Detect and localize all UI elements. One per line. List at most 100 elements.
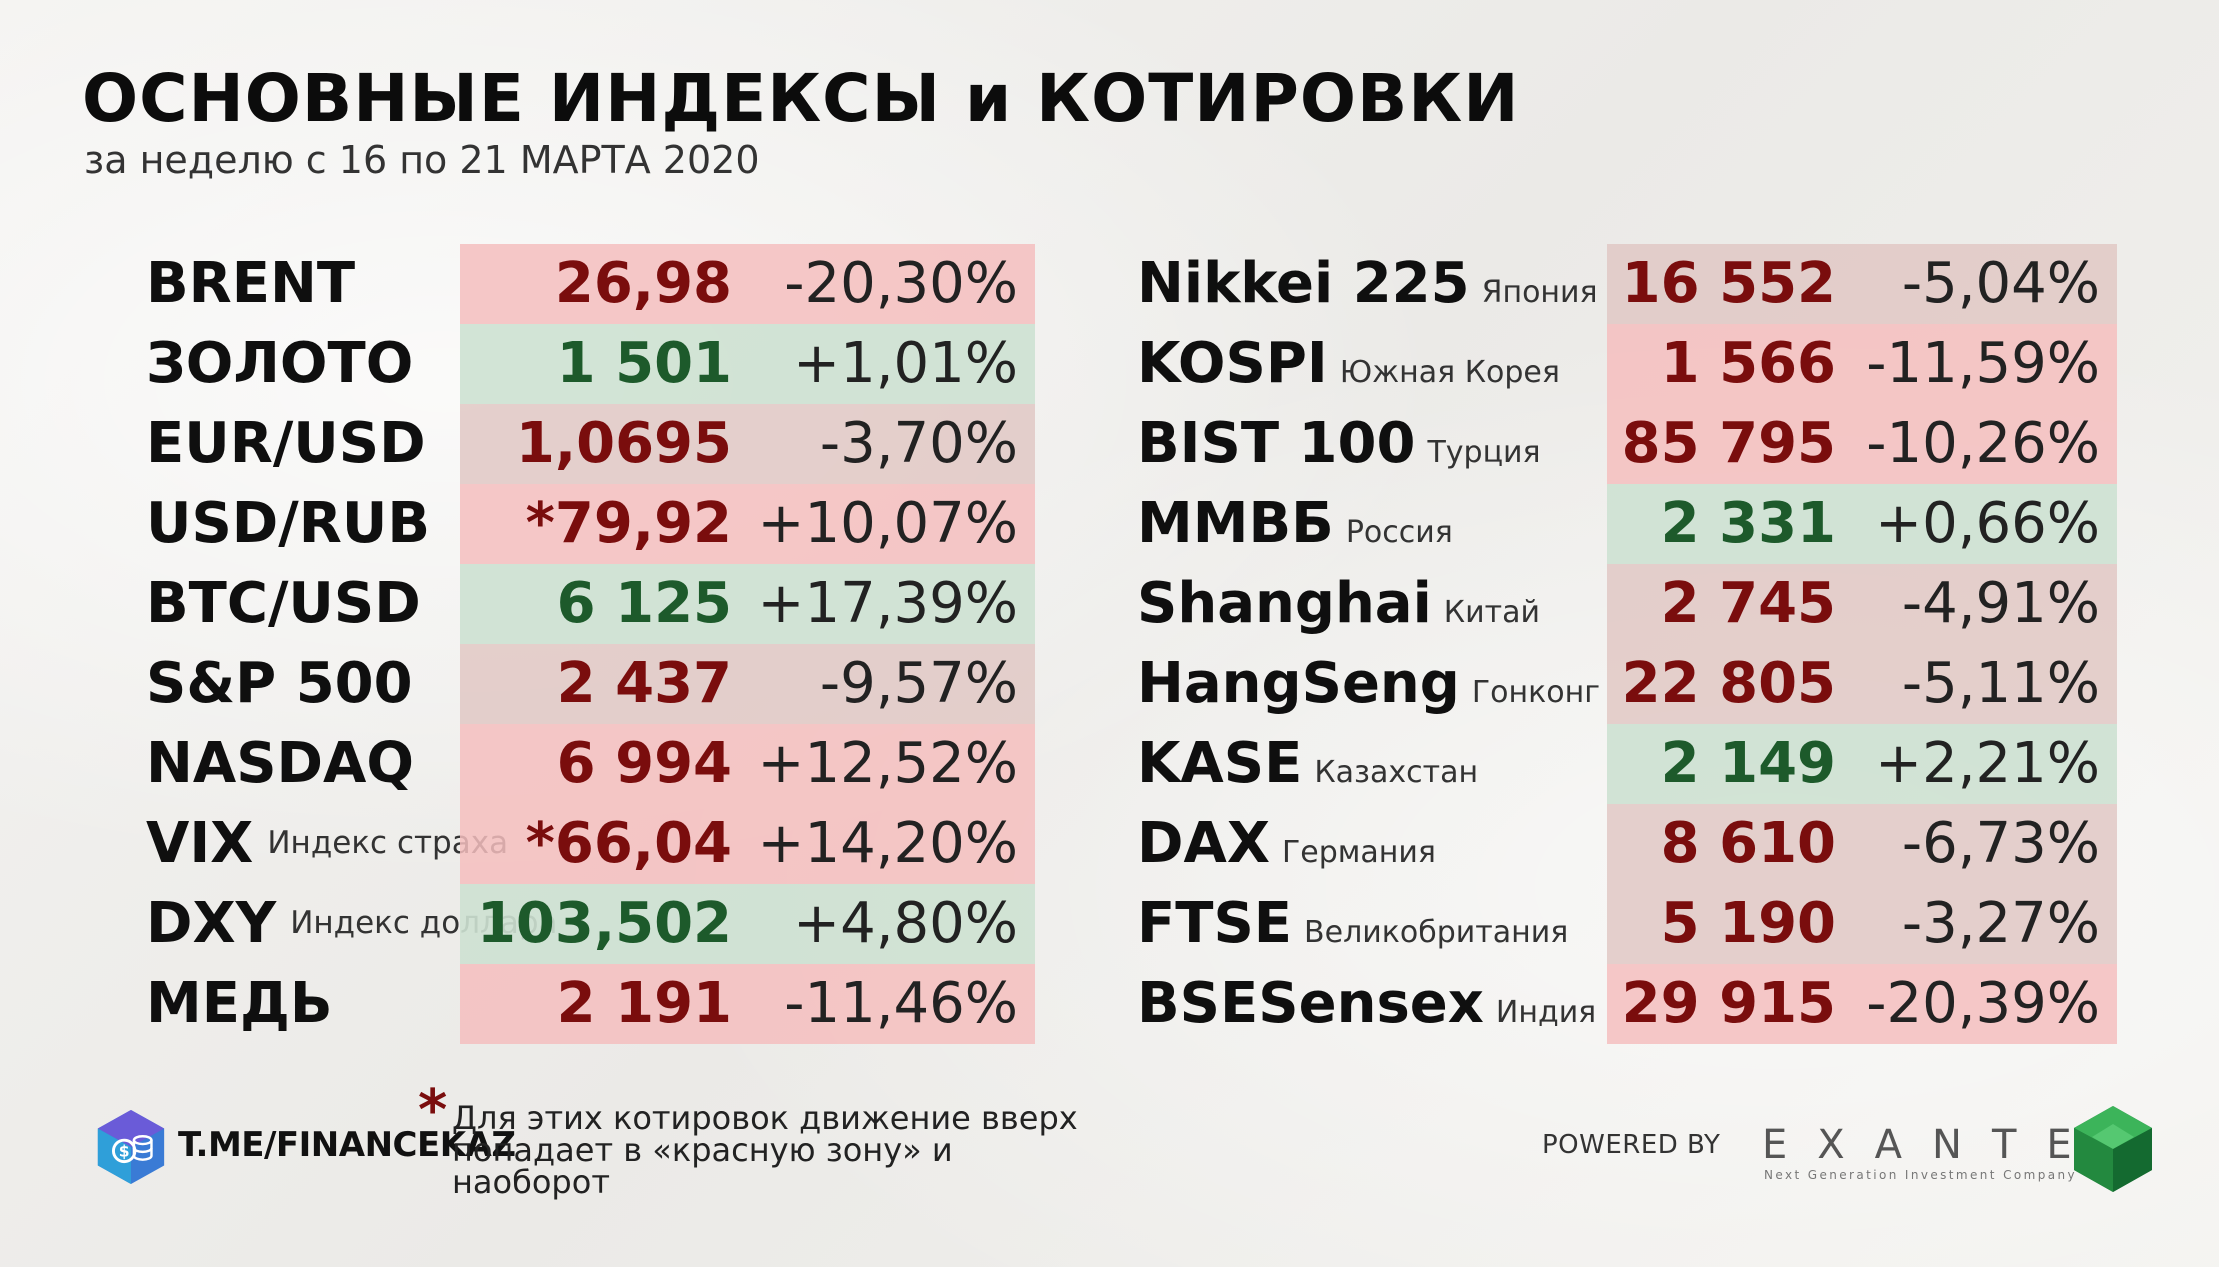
quote-cell-bg [460,244,1035,324]
quote-row: KASE Казахстан 2 149 +2,21% [0,724,2219,804]
instrument-sublabel: Индия [1495,995,1597,1030]
instrument-name: МЕДЬ [146,964,333,1044]
quote-value: *66,04 [525,811,732,876]
quote-value: 29 915 [1621,971,1836,1036]
page-subtitle: за неделю с 16 по 21 МАРТА 2020 [84,138,760,182]
quote-value: 5 190 [1660,891,1836,956]
quote-change: -11,46% [784,971,1018,1036]
instrument-label: BTC/USD [146,571,421,636]
brand-tagline: Next Generation Investment Company [1764,1168,2077,1182]
instrument-label: ММВБ [1137,491,1334,556]
powered-by-label: POWERED BY [1542,1130,1721,1160]
quote-change: -5,04% [1901,251,2100,316]
quote-cell-bg [460,404,1035,484]
quote-cell-bg [460,644,1035,724]
instrument-name: USD/RUB [146,484,430,564]
instrument-sublabel: Великобритания [1304,915,1569,950]
instrument-label: Shanghai [1137,571,1432,636]
quote-value: 8 610 [1660,811,1836,876]
instrument-name: EUR/USD [146,404,426,484]
quote-value: 22 805 [1621,651,1836,716]
quote-value: 2 149 [1660,731,1836,796]
instrument-label: KASE [1137,731,1303,796]
quote-row: KOSPI Южная Корея 1 566 -11,59% [0,324,2219,404]
instrument-sublabel: Гонконг [1471,675,1600,710]
quote-cell-bg [460,564,1035,644]
instrument-name: Shanghai Китай [1137,564,1540,644]
instrument-name: KASE Казахстан [1137,724,1478,804]
coins-database-icon: $ [97,1109,165,1185]
instrument-label: S&P 500 [146,651,413,716]
instrument-sublabel: Япония [1481,275,1598,310]
quote-value: 26,98 [554,251,732,316]
quote-cell-bg [1607,564,2117,644]
quote-change: +14,20% [757,811,1018,876]
instrument-sublabel: Германия [1282,835,1436,870]
instrument-name: NASDAQ [146,724,414,804]
asterisk-mark: * [418,1078,448,1143]
instrument-label: DAX [1137,811,1270,876]
quote-row: BTC/USD 6 125 +17,39% [0,564,1100,644]
quote-cell-bg [460,964,1035,1044]
quote-value: 2 437 [556,651,732,716]
instrument-sublabel: Южная Корея [1339,355,1560,390]
quote-change: -5,11% [1901,651,2100,716]
quote-row: Shanghai Китай 2 745 -4,91% [0,564,2219,644]
quote-cell-bg [1607,324,2117,404]
brand-name: EXANTE [1762,1122,2102,1168]
quote-row: ЗОЛОТО 1 501 +1,01% [0,324,1100,404]
instrument-sublabel: Казахстан [1314,755,1479,790]
quote-row: Nikkei 225 Япония 16 552 -5,04% [0,244,2219,324]
quote-cell-bg [460,884,1035,964]
green-gem-icon [2074,1106,2152,1192]
instrument-name: BIST 100 Турция [1137,404,1541,484]
channel-link[interactable]: T.ME/FINANCEKAZ [178,1125,516,1165]
instrument-label: HangSeng [1137,651,1460,716]
instrument-label: BIST 100 [1137,411,1416,476]
quote-row: USD/RUB *79,92 +10,07% [0,484,1100,564]
quote-change: -3,27% [1901,891,2100,956]
quote-cell-bg [460,724,1035,804]
quote-change: -20,30% [784,251,1018,316]
instrument-label: Nikkei 225 [1137,251,1470,316]
quote-cell-bg [1607,404,2117,484]
quote-change: -10,26% [1866,411,2100,476]
quote-cell-bg [1607,964,2117,1044]
footnote: Для этих котировок движение вверх попада… [452,1099,1078,1201]
quote-value: 2 191 [556,971,732,1036]
quote-change: +2,21% [1875,731,2100,796]
instrument-label: МЕДЬ [146,971,333,1036]
quote-row: VIX Индекс страха *66,04 +14,20% [0,804,1100,884]
instrument-name: ЗОЛОТО [146,324,413,404]
instrument-name: HangSeng Гонконг [1137,644,1600,724]
quote-value: 6 994 [556,731,732,796]
instrument-name: BTC/USD [146,564,421,644]
quote-row: ММВБ Россия 2 331 +0,66% [0,484,2219,564]
instrument-label: BSESensex [1137,971,1484,1036]
quote-value: 85 795 [1621,411,1836,476]
quote-cell-bg [460,804,1035,884]
quote-value: 2 745 [1660,571,1836,636]
quote-cell-bg [1607,484,2117,564]
quote-change: -4,91% [1901,571,2100,636]
quote-value: 1 501 [556,331,732,396]
instrument-sublabel: Китай [1443,595,1540,630]
instrument-sublabel: Россия [1345,515,1453,550]
quote-row: МЕДЬ 2 191 -11,46% [0,964,1100,1044]
quote-change: -6,73% [1901,811,2100,876]
quote-value: 103,502 [476,891,732,956]
left-quotes-table: BRENT 26,98 -20,30% ЗОЛОТО 1 501 +1,01% EUR/US… [0,244,1100,1044]
instrument-name: KOSPI Южная Корея [1137,324,1560,404]
quote-value: 16 552 [1621,251,1836,316]
instrument-sublabel: Турция [1427,435,1541,470]
quote-cell-bg [1607,244,2117,324]
quote-cell-bg [1607,644,2117,724]
instrument-label: BRENT [146,251,356,316]
quote-change: +17,39% [757,571,1018,636]
quote-change: +10,07% [757,491,1018,556]
quote-row: BIST 100 Турция 85 795 -10,26% [0,404,2219,484]
instrument-label: KOSPI [1137,331,1328,396]
quote-cell-bg [1607,884,2117,964]
right-quotes-table: Nikkei 225 Япония 16 552 -5,04% KOSPI Южная К… [0,244,2219,1044]
quote-change: -11,59% [1866,331,2100,396]
